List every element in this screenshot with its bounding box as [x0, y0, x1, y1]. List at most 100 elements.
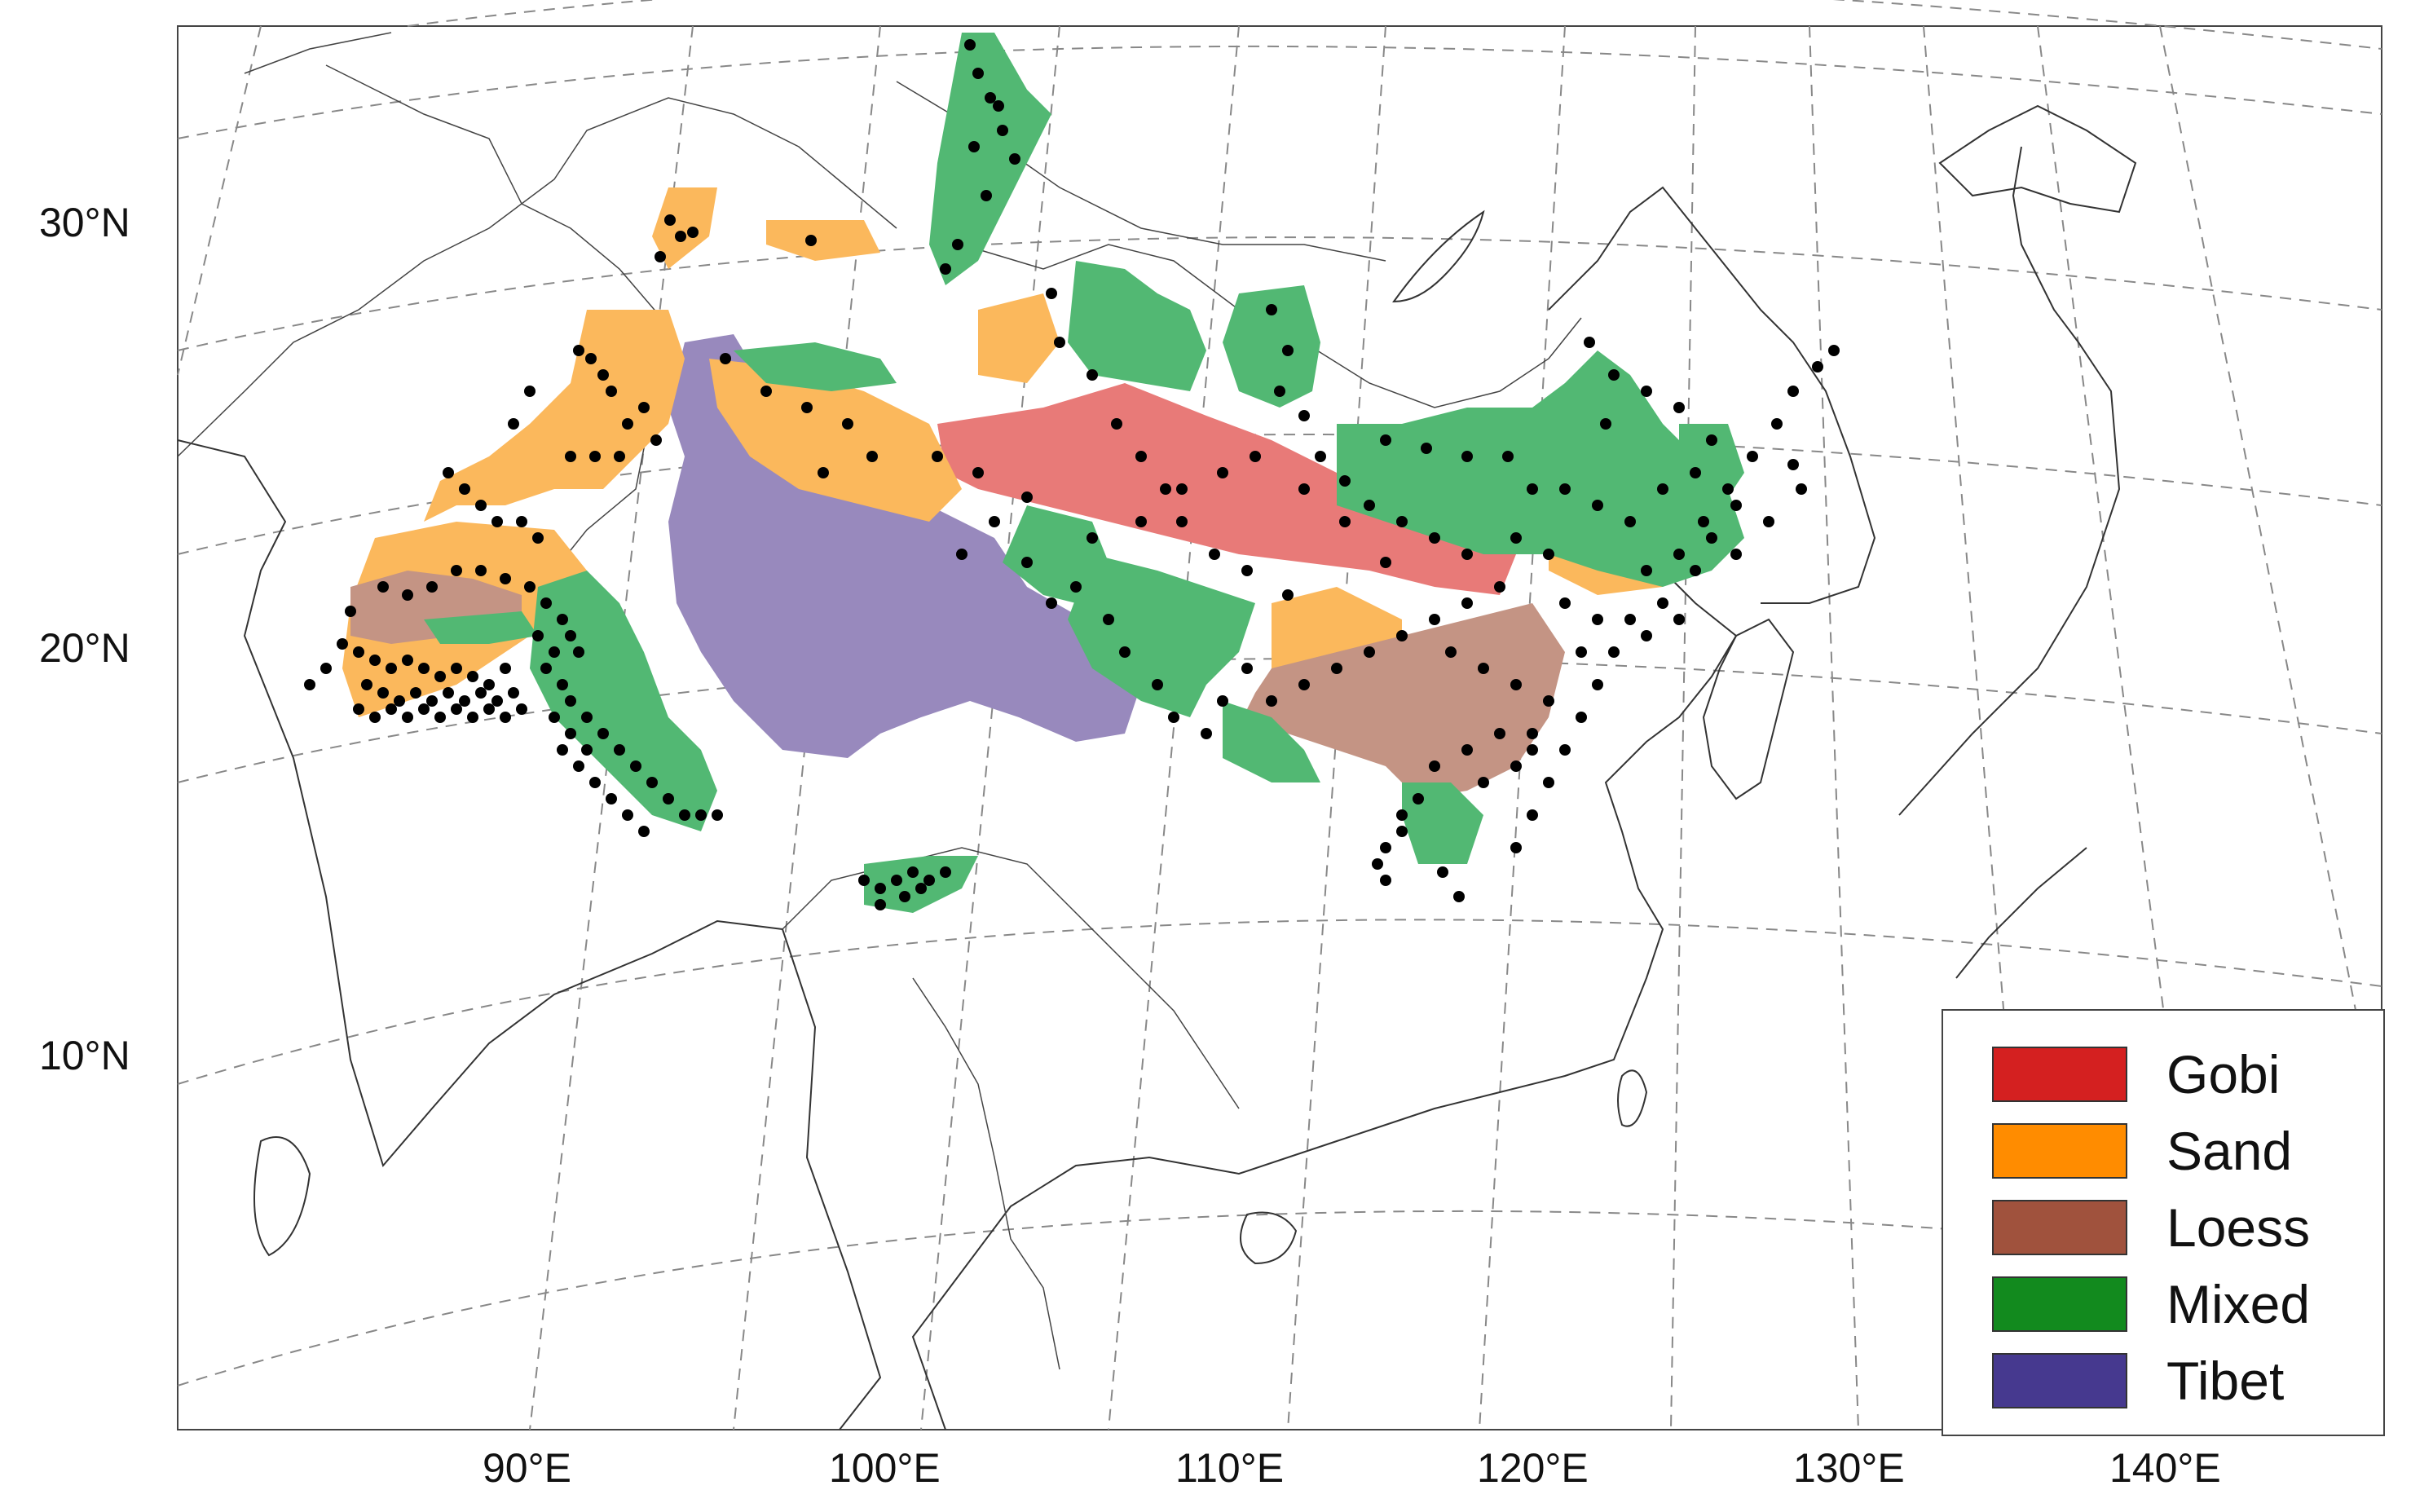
station-dot [1176, 516, 1188, 527]
coastline-srilanka [253, 1136, 311, 1257]
dust-source-regions [342, 33, 1744, 913]
station-dot [1009, 153, 1020, 165]
station-dot [443, 467, 454, 478]
station-dot [1364, 500, 1375, 511]
station-dot [516, 703, 527, 715]
station-dot [581, 712, 593, 723]
station-dot [524, 581, 536, 593]
legend: Gobi Sand Loess Mixed Tibet [1942, 1009, 2385, 1436]
station-dot [1510, 842, 1522, 853]
lat-label-20: 20°N [39, 625, 130, 671]
station-dot [418, 703, 430, 715]
coastline-korea [1702, 618, 1795, 800]
station-dot [866, 451, 878, 462]
station-dot [932, 451, 943, 462]
station-dot [361, 679, 372, 690]
station-dot [1396, 809, 1408, 821]
station-dot [597, 369, 609, 381]
station-dot [940, 866, 951, 878]
legend-item-gobi: Gobi [1943, 1035, 2383, 1109]
legend-item-tibet: Tibet [1943, 1342, 2383, 1415]
station-dot [1380, 557, 1391, 568]
legend-label-sand: Sand [2166, 1121, 2293, 1181]
region-sand-aral [652, 187, 717, 269]
station-dot [622, 809, 633, 821]
station-dot [426, 695, 438, 707]
station-dot [500, 663, 511, 674]
station-dot [891, 875, 902, 886]
station-dot [1160, 483, 1171, 495]
station-dot [1339, 516, 1351, 527]
region-mixed-kazakh-north [929, 33, 1051, 285]
station-dot [1787, 386, 1799, 397]
station-dot [1461, 451, 1473, 462]
station-dot [801, 402, 813, 413]
station-dot [1421, 443, 1432, 454]
station-dot [1494, 581, 1505, 593]
station-dot [491, 516, 503, 527]
station-dot [646, 777, 658, 788]
station-dot [964, 39, 976, 51]
station-dot [972, 68, 984, 79]
graticule-lat-35 [407, 0, 2382, 50]
station-dot [1698, 516, 1709, 527]
station-dot [989, 516, 1000, 527]
station-dot [1111, 418, 1122, 430]
legend-swatch-loess [1992, 1200, 2127, 1255]
station-dot [573, 646, 584, 658]
station-dot [1673, 614, 1685, 625]
station-dot [1461, 549, 1473, 560]
station-dot [369, 655, 381, 666]
legend-item-sand: Sand [1943, 1112, 2383, 1185]
station-dot [1266, 695, 1277, 707]
station-dot [1445, 646, 1457, 658]
station-dot [630, 760, 641, 772]
station-dot [475, 565, 487, 576]
station-dot [565, 630, 576, 641]
station-dot [842, 418, 853, 430]
graticule-lon-140 [2159, 25, 2382, 1142]
station-dot [985, 92, 996, 104]
station-dot [1706, 434, 1717, 446]
station-dot [500, 573, 511, 584]
station-dot [1046, 288, 1057, 299]
station-dot [1527, 728, 1538, 739]
coastline-russia [1548, 186, 1876, 604]
station-dot [1828, 345, 1840, 356]
station-dot [1502, 451, 1514, 462]
station-dot [1380, 434, 1391, 446]
station-dot [1021, 557, 1033, 568]
coastline-hokkaido [1938, 104, 2137, 214]
region-mixed-tarim-north [734, 342, 897, 391]
legend-item-mixed: Mixed [1943, 1265, 2383, 1338]
station-dot [565, 695, 576, 707]
station-dot [1510, 532, 1522, 544]
coastline-japan [1898, 146, 2121, 979]
station-dot [1543, 777, 1554, 788]
graticule-lat-10 [177, 919, 2382, 1085]
legend-label-gobi: Gobi [2166, 1044, 2281, 1104]
station-dot [818, 467, 829, 478]
station-dot [565, 728, 576, 739]
station-dot [1559, 744, 1571, 756]
station-dot [1241, 663, 1253, 674]
region-mixed-west-2 [424, 611, 538, 644]
coastlines [177, 104, 2137, 1430]
station-dot [1706, 532, 1717, 544]
station-dot [459, 695, 470, 707]
station-dot [1380, 875, 1391, 886]
station-dot [377, 581, 389, 593]
station-dot [1690, 467, 1701, 478]
station-dot [1478, 777, 1489, 788]
legend-swatch-gobi [1992, 1047, 2127, 1102]
station-dot [1510, 760, 1522, 772]
station-dot [516, 516, 527, 527]
station-dot [1429, 760, 1440, 772]
station-dot [1747, 451, 1758, 462]
lon-axis-labels: 90°E 100°E 110°E 120°E 130°E 140°E [483, 1445, 2221, 1491]
station-dot [638, 402, 650, 413]
station-dot [508, 687, 519, 699]
station-dot [557, 744, 568, 756]
station-dot [1241, 565, 1253, 576]
